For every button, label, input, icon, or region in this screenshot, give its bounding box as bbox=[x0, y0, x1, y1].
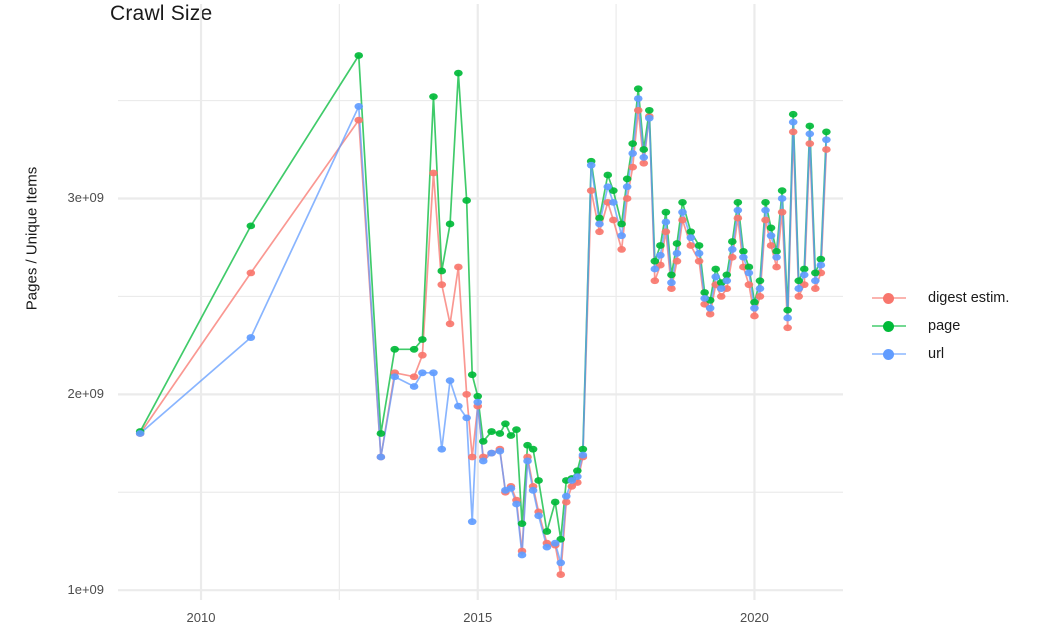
y-axis-tick-1: 2e+09 bbox=[67, 386, 104, 402]
legend-key-icon bbox=[872, 287, 906, 309]
legend-dot-swatch bbox=[883, 321, 894, 332]
legend-dot-swatch bbox=[883, 293, 894, 304]
page-title: Crawl Size bbox=[110, 2, 213, 25]
legend-item-2[interactable]: url bbox=[872, 340, 1057, 368]
y-axis-tick-0: 1e+09 bbox=[67, 582, 104, 598]
y-axis-tick-2: 3e+09 bbox=[67, 190, 104, 206]
legend: digest estim. page url bbox=[872, 284, 1057, 368]
series-lines bbox=[139, 54, 828, 576]
legend-dot-swatch bbox=[883, 349, 894, 360]
grid-lines bbox=[118, 4, 843, 600]
x-axis-tick-0: 2010 bbox=[186, 610, 216, 625]
legend-item-label: digest estim. bbox=[928, 290, 1010, 306]
legend-item-label: url bbox=[928, 346, 945, 362]
x-axis-tick-2: 2020 bbox=[739, 610, 769, 625]
legend-item-label: page bbox=[928, 318, 961, 334]
legend-key-icon bbox=[872, 343, 906, 365]
legend-item-0[interactable]: digest estim. bbox=[872, 284, 1057, 312]
legend-key-icon bbox=[872, 315, 906, 337]
series-points bbox=[135, 52, 831, 578]
legend-item-1[interactable]: page bbox=[872, 312, 1057, 340]
x-axis-tick-1: 2015 bbox=[463, 610, 493, 625]
